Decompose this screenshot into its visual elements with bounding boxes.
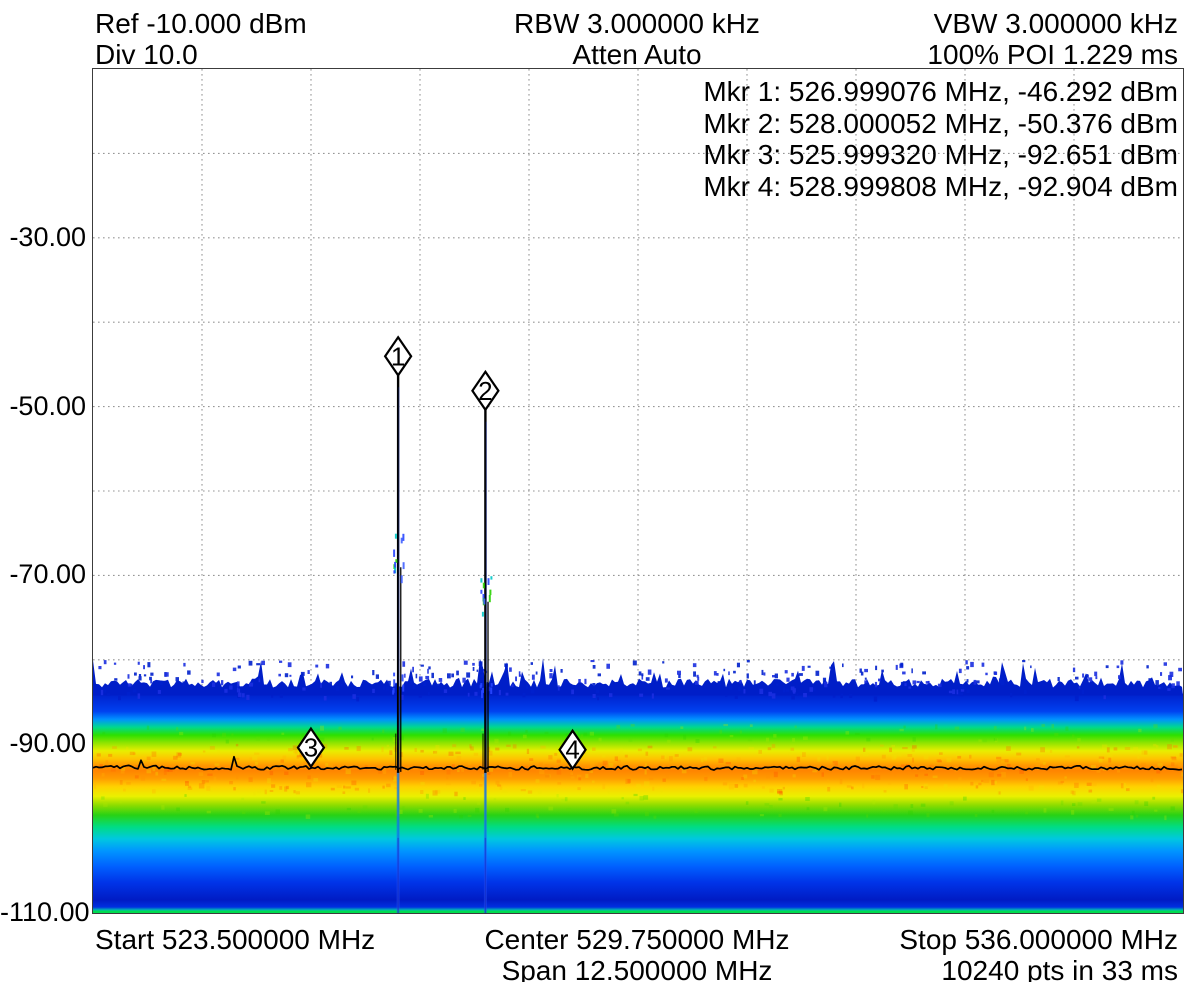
svg-text:2: 2 (478, 376, 492, 406)
y-axis-tick-label: -50.00 (9, 390, 86, 421)
y-axis-tick-label: -110.00 (0, 897, 90, 927)
rbw-label: RBW 3.000000 kHz (514, 8, 760, 39)
persistence-plot-svg: 1 2 3 4 (93, 69, 1183, 913)
marker-readout-line-1: Mkr 1: 526.999076 MHz, -46.292 dBm (703, 76, 1178, 107)
y-axis-tick-label: -90.00 (9, 728, 86, 759)
y-axis-tick-label: -70.00 (9, 559, 86, 590)
marker-readout-line-2: Mkr 2: 528.000052 MHz, -50.376 dBm (703, 107, 1178, 139)
center-frequency-label: Center 529.750000 MHz (484, 924, 790, 955)
footer-right: Stop 536.000000 MHz 10240 pts in 33 ms (899, 924, 1178, 982)
marker-readout: Mkr 1: 526.999076 MHz, -46.292 dBm Mkr 2… (703, 76, 1178, 202)
span-label: Span 12.500000 MHz (501, 955, 773, 982)
stop-frequency-label: Stop 536.000000 MHz (899, 924, 1178, 955)
atten-label: Atten Auto (572, 39, 702, 70)
marker-3-diamond: 3 (296, 726, 326, 769)
marker-4-diamond: 4 (558, 728, 587, 771)
footer-center: Center 529.750000 MHz Span 12.500000 MHz (92, 924, 1182, 982)
svg-text:1: 1 (391, 341, 405, 371)
points-sweep-label: 10240 pts in 33 ms (941, 955, 1178, 982)
marker-2-diamond: 2 (471, 369, 500, 412)
svg-text:3: 3 (304, 733, 318, 763)
marker-readout-line-3: Mkr 3: 525.999320 MHz, -92.651 dBm (703, 139, 1178, 170)
svg-text:4: 4 (565, 735, 579, 765)
header-right: VBW 3.000000 kHz 100% POI 1.229 ms (927, 8, 1178, 70)
marker-readout-line-4: Mkr 4: 528.999808 MHz, -92.904 dBm (703, 170, 1178, 202)
scale-div-label: Div 10.0 (95, 39, 198, 70)
poi-label: 100% POI 1.229 ms (927, 39, 1178, 70)
header-left: Ref -10.000 dBm Div 10.0 (95, 8, 307, 70)
marker-1-diamond: 1 (383, 335, 413, 378)
ref-level-label: Ref -10.000 dBm (95, 8, 307, 39)
header-center: RBW 3.000000 kHz Atten Auto (92, 8, 1182, 70)
start-frequency-label: Start 523.500000 MHz (95, 924, 376, 955)
spectrum-plot: 1 2 3 4 (92, 68, 1184, 914)
vbw-label: VBW 3.000000 kHz (933, 8, 1178, 39)
y-axis-tick-label: -30.00 (9, 221, 86, 252)
